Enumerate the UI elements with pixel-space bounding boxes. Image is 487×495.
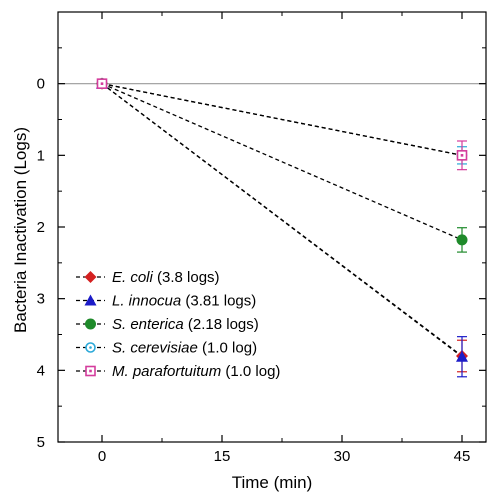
y-tick-label: 3	[37, 291, 45, 308]
series-fit-line	[101, 83, 463, 358]
legend-label-logs: (1.0 log)	[198, 340, 257, 357]
y-tick-label: 1	[37, 147, 45, 164]
legend-marker	[84, 271, 97, 283]
legend-item: L. innocua (3.81 logs)	[76, 293, 256, 310]
legend-label-logs: (2.18 logs)	[184, 316, 259, 333]
x-tick-label: 15	[214, 448, 231, 465]
y-tick-label: 2	[37, 219, 45, 236]
x-tick-label: 0	[98, 448, 106, 465]
legend-item: E. coli (3.8 logs)	[76, 269, 220, 286]
legend-marker-center	[89, 346, 92, 349]
legend-marker	[84, 294, 97, 306]
series-fit-line	[101, 83, 463, 241]
legend-label: M. parafortuitum (1.0 log)	[112, 363, 280, 380]
legend-label: L. innocua (3.81 logs)	[112, 293, 256, 310]
data-point	[456, 350, 468, 362]
legend-label-logs: (1.0 log)	[221, 363, 280, 380]
legend-item: M. parafortuitum (1.0 log)	[76, 363, 280, 380]
legend-item: S. cerevisiae (1.0 log)	[76, 340, 257, 357]
data-point-center	[460, 154, 464, 157]
y-tick-label: 4	[37, 362, 45, 379]
data-point	[456, 234, 468, 246]
legend-label-logs: (3.81 logs)	[181, 293, 256, 310]
y-tick-label: 5	[37, 434, 45, 451]
y-tick-label: 0	[37, 76, 45, 93]
legend-label: S. cerevisiae (1.0 log)	[112, 340, 257, 357]
legend-label: S. enterica (2.18 logs)	[112, 316, 259, 333]
y-axis-title: Bacteria Inactivation (Logs)	[11, 127, 30, 333]
legend-item: S. enterica (2.18 logs)	[76, 316, 259, 333]
legend-marker	[85, 318, 96, 330]
series-fit-line	[101, 83, 463, 156]
legend-label-species: E. coli	[112, 269, 154, 286]
legend-label-species: L. innocua	[112, 293, 181, 310]
data-point-center	[100, 82, 104, 85]
legend-label: E. coli (3.8 logs)	[112, 269, 220, 286]
legend-label-species: S. cerevisiae	[112, 340, 198, 357]
legend-marker-center	[89, 369, 92, 373]
x-tick-label: 30	[334, 448, 351, 465]
x-tick-label: 45	[454, 448, 471, 465]
legend-label-logs: (3.8 logs)	[153, 269, 220, 286]
legend-label-species: M. parafortuitum	[112, 363, 221, 380]
x-axis-title: Time (min)	[232, 473, 313, 492]
legend-label-species: S. enterica	[112, 316, 184, 333]
legend: E. coli (3.8 logs) L. innocua (3.81 logs)…	[76, 269, 280, 380]
